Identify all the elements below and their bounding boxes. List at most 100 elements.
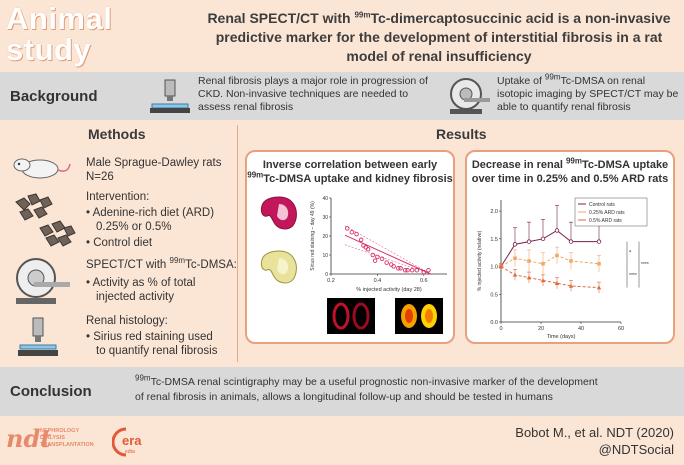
background-label: Background <box>10 88 98 105</box>
data-point <box>513 256 517 261</box>
y-tick-label: 0 <box>325 272 328 278</box>
scatter-point <box>402 267 408 273</box>
data-point <box>568 239 574 244</box>
confidence-band-upper <box>344 225 431 275</box>
scanner-icon <box>450 78 490 114</box>
data-point <box>512 272 518 277</box>
scatter-point <box>405 267 410 273</box>
x-tick-label: 40 <box>578 326 584 332</box>
methods-spect-item1: • Activity as % of total <box>86 277 196 289</box>
study-type-tag: Animal study <box>6 1 113 67</box>
spect-image-control <box>395 298 443 334</box>
x-tick-label: 0.2 <box>327 278 335 284</box>
methods-spect-item1b: injected activity <box>96 291 174 303</box>
methods-histo: Renal histology: <box>86 315 168 327</box>
scatter-point <box>349 229 355 235</box>
citation: Bobot M., et al. NDT (2020) @NDTSocial <box>515 424 674 458</box>
svg-text:edta: edta <box>125 449 135 455</box>
y-tick-label: 1.5 <box>490 237 498 243</box>
food-pellets-icon <box>15 193 76 247</box>
significance-label: **** <box>641 262 649 268</box>
regression-line <box>344 234 431 275</box>
methods-histo-item1: • Sirius red staining used <box>86 331 213 343</box>
scatter-point <box>363 245 369 250</box>
x-tick-label: 60 <box>618 326 624 332</box>
conclusion-text: 99mTc-DMSA renal scintigraphy may be a u… <box>135 373 598 403</box>
ndt-logo-subtitle: NEPHROLOGY DIALYSIS TRANSPLANTATION <box>40 428 94 448</box>
methods-int-item2: • Control diet <box>86 237 153 249</box>
methods-n: N=26 <box>86 171 114 183</box>
social-handle[interactable]: @NDTSocial <box>598 442 674 457</box>
column-divider <box>237 125 238 362</box>
y-tick-label: 2.0 <box>490 209 498 215</box>
significance-label: **** <box>629 273 637 279</box>
y-axis-label: % injected activity (relative) <box>477 230 483 291</box>
data-point <box>554 280 560 285</box>
era-edta-logo: era edta <box>112 427 142 457</box>
y-tick-label: 0.0 <box>490 320 498 326</box>
kidney-histology-fibrotic-image <box>260 196 297 230</box>
data-point <box>554 228 560 233</box>
scatter-point <box>391 264 396 269</box>
data-point <box>569 259 573 263</box>
x-tick-label: 0.4 <box>374 278 382 284</box>
x-tick-label: 0 <box>499 326 502 332</box>
methods-spect: SPECT/CT with 99mTc-DMSA: <box>86 256 237 271</box>
svg-text:era: era <box>122 433 142 448</box>
scatter-point <box>396 266 401 271</box>
conclusion-label: Conclusion <box>10 383 92 400</box>
scatter-point <box>414 267 420 273</box>
series-line <box>500 266 600 289</box>
x-tick-label: 20 <box>538 326 544 332</box>
scatter-point <box>384 260 389 265</box>
y-tick-label: 10 <box>322 253 328 259</box>
legend-box <box>574 197 648 227</box>
data-point <box>568 283 574 288</box>
methods-int-item1b: 0.25% or 0.5% <box>96 221 172 233</box>
methods-title: Methods <box>88 126 146 142</box>
conclusion-section: Conclusion 99mTc-DMSA renal scintigraphy… <box>0 367 684 416</box>
data-point <box>596 239 602 244</box>
y-tick-label: 40 <box>322 196 328 202</box>
data-point <box>526 275 532 280</box>
legend-entry: 0.5% ARD rats <box>589 218 622 224</box>
data-point <box>512 242 518 247</box>
kidney-histology-normal-image <box>260 250 297 284</box>
scatter-point <box>344 226 350 231</box>
methods-rats: Male Sprague-Dawley rats <box>86 157 222 169</box>
data-point <box>596 285 602 290</box>
data-point <box>527 259 531 263</box>
data-point <box>541 261 545 266</box>
methods-intervention: Intervention: <box>86 191 150 203</box>
data-point <box>526 239 532 244</box>
spect-scanner-icon <box>16 258 70 304</box>
uptake-line-chart: 0.0 0.5 1.0 1.5 2.0 0 20 40 60 Time (days) % injec… <box>477 197 649 340</box>
x-tick-label: 0.6 <box>420 278 428 284</box>
data-point <box>540 278 546 283</box>
ndt-logo: ndt <box>6 424 52 453</box>
correlation-scatter-chart: 0 10 20 30 40 0.2 0.4 0.6 % injected activity (d… <box>310 196 447 293</box>
x-axis-label: Time (days) <box>547 334 576 340</box>
correlation-panel-title-line2: 99mTc-DMSA uptake and kidney fibrosis <box>247 170 453 185</box>
scatter-point <box>421 269 427 275</box>
scatter-point <box>354 231 359 237</box>
uptake-panel-title-line1: Decrease in renal 99mTc-DMSA uptake <box>471 156 669 171</box>
significance-label: * <box>629 251 632 257</box>
citation-reference: Bobot M., et al. NDT (2020) <box>515 425 674 440</box>
results-title: Results <box>436 126 487 142</box>
methods-histo-item1b: to quantify renal fibrosis <box>96 345 218 357</box>
y-tick-label: 0.5 <box>490 292 498 298</box>
spect-image-fibrotic <box>327 298 375 334</box>
scatter-point <box>375 254 380 260</box>
correlation-panel: Inverse correlation between early 99mTc-… <box>245 150 455 344</box>
legend-entry: Control rats <box>589 202 615 208</box>
background-text-left: Renal fibrosis plays a major role in pro… <box>198 75 428 113</box>
methods-int-item1: • Adenine-rich diet (ARD) <box>86 207 215 219</box>
uptake-over-time-panel: Decrease in renal 99mTc-DMSA uptake over… <box>465 150 675 344</box>
data-point <box>540 236 546 242</box>
y-tick-label: 20 <box>322 234 328 240</box>
uptake-panel-title-line2: over time in 0.25% and 0.5% ARD rats <box>471 173 669 185</box>
rat-icon <box>13 158 71 179</box>
microscope-icon <box>18 317 58 356</box>
